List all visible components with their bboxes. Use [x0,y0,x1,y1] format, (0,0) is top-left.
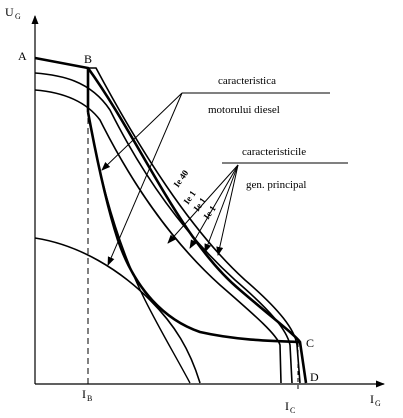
x-axis-label-sub: G [375,399,381,408]
generator-curve-3 [34,89,282,384]
diesel-arrow-lower [107,92,183,266]
diesel-note-line2: motorului diesel [208,104,280,116]
diesel-note-line1: caracteristica [218,75,276,87]
x-tick-ib-sub: B [87,394,92,403]
gen-note-line1: caracteristicile [242,146,306,158]
gen-arrow-2 [189,164,239,249]
point-a-label: A [18,49,27,63]
y-axis-label-sub: G [15,12,21,21]
x-axis-label: I [370,392,374,406]
generator-curve-1 [88,67,301,384]
gen-arrow-3 [204,164,239,253]
envelope-curve [34,56,308,384]
point-b-label: B [84,52,92,66]
generator-curve-low [34,237,201,384]
x-tick-ic: I [285,399,289,413]
generator-curve-2 [34,72,293,384]
y-axis-label: U [5,5,14,19]
x-tick-ic-sub: C [290,406,295,415]
gen-arrow-4 [216,164,239,256]
diesel-branch-curve [87,111,191,384]
diesel-arrow-upper [101,92,183,171]
gen-note-line2: gen. principal [246,179,306,191]
point-c-label: C [306,336,314,350]
point-d-label: D [310,370,319,384]
gen-arrow-1 [167,164,239,244]
x-tick-ib: I [82,387,86,401]
curve-label-ie40: Ie 40 [171,168,190,190]
